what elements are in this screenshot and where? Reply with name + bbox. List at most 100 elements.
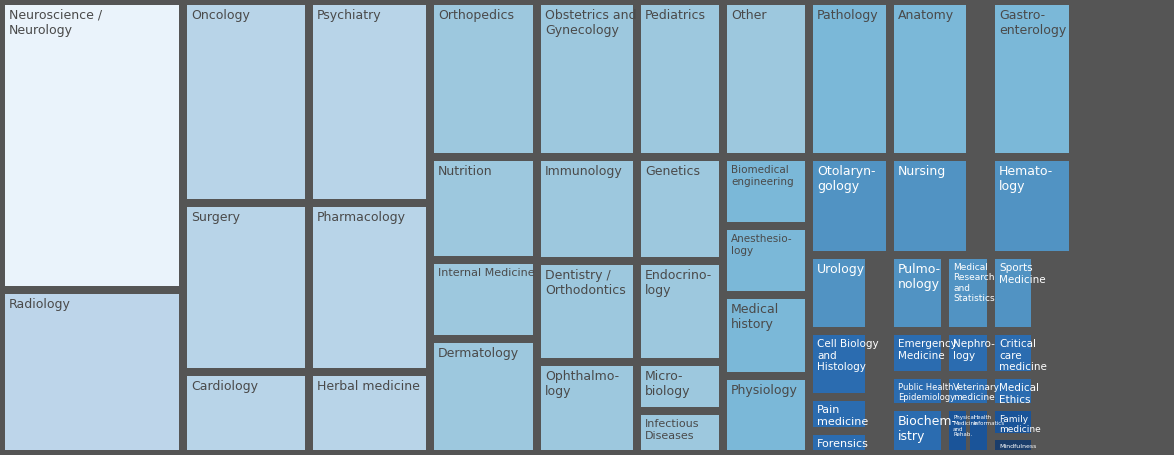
Bar [727, 380, 805, 450]
Bar [893, 161, 966, 251]
Bar [996, 5, 1070, 153]
Bar [727, 161, 805, 222]
Bar [727, 299, 805, 372]
Text: Ophthalmo-
logy: Ophthalmo- logy [545, 370, 619, 398]
Bar [996, 440, 1031, 450]
Bar [187, 5, 305, 199]
Text: Obstetrics and
Gynecology: Obstetrics and Gynecology [545, 9, 636, 37]
Text: Gastro-
enterology: Gastro- enterology [999, 9, 1066, 37]
Bar [996, 161, 1070, 251]
Text: Biomedical
engineering: Biomedical engineering [731, 165, 794, 187]
Bar [313, 5, 426, 199]
Text: Oncology: Oncology [191, 9, 250, 22]
Bar [814, 161, 886, 251]
Text: Hemato-
logy: Hemato- logy [999, 165, 1053, 193]
Text: Health
Informatics: Health Informatics [974, 415, 1005, 426]
Text: Nutrition: Nutrition [438, 165, 493, 178]
Bar [996, 335, 1031, 371]
Bar [727, 5, 805, 153]
Bar [541, 5, 633, 153]
Text: Pain
medicine: Pain medicine [817, 405, 869, 427]
Bar [187, 376, 305, 450]
Text: Cell Biology
and
Histology: Cell Biology and Histology [817, 339, 878, 372]
Bar [949, 379, 987, 403]
Text: Cardiology: Cardiology [191, 380, 258, 393]
Text: Surgery: Surgery [191, 211, 239, 224]
Bar [814, 5, 886, 153]
Text: Forensics: Forensics [817, 439, 869, 449]
Text: Biochem-
istry: Biochem- istry [898, 415, 957, 443]
Text: Emergency
Medicine: Emergency Medicine [898, 339, 957, 361]
Text: Other: Other [731, 9, 767, 22]
Text: Radiology: Radiology [9, 298, 70, 311]
Text: Medical
Research
and
Statistics: Medical Research and Statistics [953, 263, 994, 303]
Bar [893, 259, 942, 327]
Text: Public Health /
Epidemiology: Public Health / Epidemiology [898, 383, 959, 402]
Bar [893, 379, 942, 403]
Text: Herbal medicine: Herbal medicine [317, 380, 420, 393]
Bar [541, 265, 633, 358]
Text: Sports
Medicine: Sports Medicine [999, 263, 1046, 284]
Bar [434, 343, 533, 450]
Bar [814, 259, 865, 327]
Bar [970, 411, 987, 450]
Bar [727, 230, 805, 291]
Text: Physiology: Physiology [731, 384, 798, 397]
Bar [641, 415, 718, 450]
Bar [996, 259, 1031, 327]
Text: Anesthesio-
logy: Anesthesio- logy [731, 234, 792, 256]
Text: Internal Medicine: Internal Medicine [438, 268, 534, 278]
Bar [434, 161, 533, 256]
Bar [949, 411, 966, 450]
Bar [641, 161, 718, 257]
Bar [434, 5, 533, 153]
Text: Physical
Medicine
and
Rehab.: Physical Medicine and Rehab. [953, 415, 978, 437]
Text: Pediatrics: Pediatrics [645, 9, 706, 22]
Text: Nephro-
logy: Nephro- logy [953, 339, 994, 361]
Bar [641, 5, 718, 153]
Bar [996, 411, 1031, 433]
Bar [814, 401, 865, 427]
Bar [893, 5, 966, 153]
Text: Dentistry /
Orthodontics: Dentistry / Orthodontics [545, 269, 626, 297]
Text: Orthopedics: Orthopedics [438, 9, 514, 22]
Bar [434, 264, 533, 335]
Bar [641, 366, 718, 407]
Bar [5, 294, 178, 450]
Bar [996, 379, 1031, 403]
Text: Neuroscience /
Neurology: Neuroscience / Neurology [9, 9, 102, 37]
Bar [313, 207, 426, 368]
Bar [949, 335, 987, 371]
Text: Psychiatry: Psychiatry [317, 9, 382, 22]
Text: Otolaryn-
gology: Otolaryn- gology [817, 165, 876, 193]
Text: Mindfulness: Mindfulness [999, 444, 1037, 449]
Text: Urology: Urology [817, 263, 865, 276]
Bar [541, 161, 633, 257]
Text: Pulmo-
nology: Pulmo- nology [898, 263, 942, 291]
Text: Micro-
biology: Micro- biology [645, 370, 690, 398]
Bar [313, 376, 426, 450]
Text: Genetics: Genetics [645, 165, 700, 178]
Text: Pathology: Pathology [817, 9, 878, 22]
Text: Veterinary
medicine: Veterinary medicine [953, 383, 1000, 402]
Text: Medical
history: Medical history [731, 303, 780, 331]
Bar [187, 207, 305, 368]
Bar [541, 366, 633, 450]
Text: Anatomy: Anatomy [898, 9, 954, 22]
Text: Pharmacology: Pharmacology [317, 211, 406, 224]
Text: Infectious
Diseases: Infectious Diseases [645, 419, 700, 440]
Bar [5, 5, 178, 286]
Text: Family
medicine: Family medicine [999, 415, 1040, 435]
Bar [641, 265, 718, 358]
Bar [893, 335, 942, 371]
Text: Nursing: Nursing [898, 165, 946, 178]
Text: Critical
care
medicine: Critical care medicine [999, 339, 1047, 372]
Bar [814, 335, 865, 393]
Text: Dermatology: Dermatology [438, 347, 519, 360]
Text: Immunology: Immunology [545, 165, 622, 178]
Bar [949, 259, 987, 327]
Bar [814, 435, 865, 450]
Text: Medical
Ethics: Medical Ethics [999, 383, 1039, 404]
Text: Endocrino-
logy: Endocrino- logy [645, 269, 713, 297]
Bar [893, 411, 942, 450]
